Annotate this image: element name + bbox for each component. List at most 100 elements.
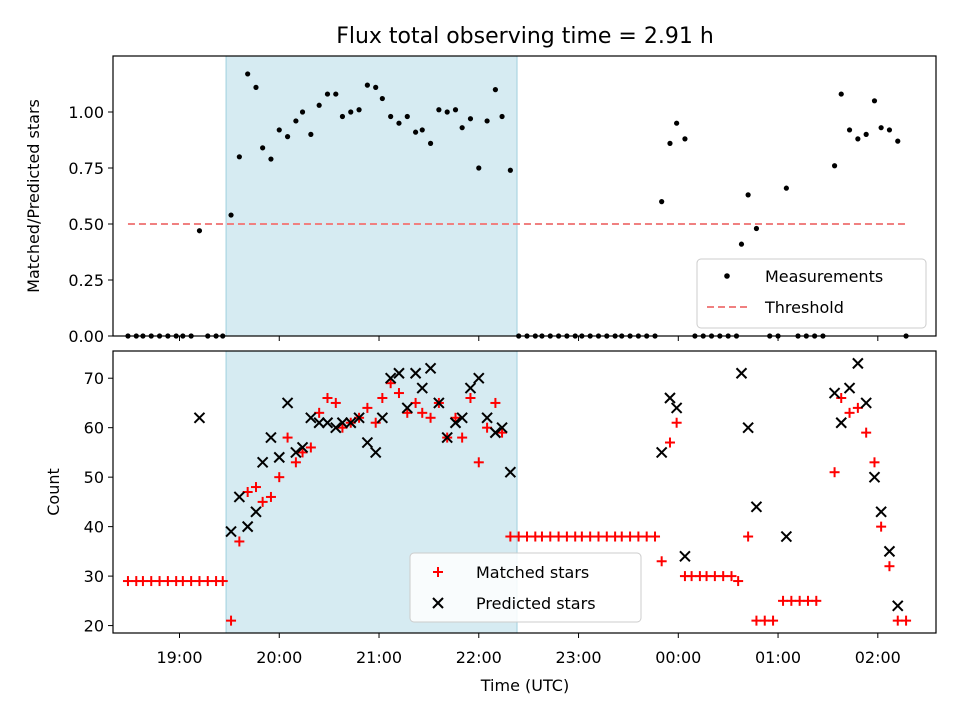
legend-predicted-label: Predicted stars <box>476 594 596 613</box>
x-tick-label: 20:00 <box>256 648 302 667</box>
bottom-y-ticks: 20 30 40 50 60 70 <box>84 369 113 636</box>
y-tick-label: 20 <box>84 617 104 636</box>
predicted-star-point <box>489 426 502 439</box>
measurement-point <box>738 241 745 247</box>
matched-star-point <box>733 576 744 587</box>
matched-star-point <box>457 432 468 443</box>
predicted-star-point <box>433 397 445 409</box>
matched-star-point <box>656 556 667 567</box>
measurement-point <box>838 91 844 97</box>
measurement-point <box>373 84 379 90</box>
measurement-point <box>745 192 751 198</box>
x-axis-label: Time (UTC) <box>480 676 569 695</box>
measurement-point <box>276 127 282 133</box>
measurement-point <box>284 134 291 140</box>
matched-star-point <box>305 442 316 453</box>
measurement-point <box>831 163 838 169</box>
predicted-star-point <box>860 397 872 409</box>
predicted-star-point <box>250 506 262 518</box>
predicted-star-point <box>449 417 462 429</box>
x-tick-label: 23:00 <box>555 648 601 667</box>
legend-threshold-label: Threshold <box>764 298 844 317</box>
measurement-point <box>268 156 274 162</box>
measurement-point <box>895 138 901 144</box>
measurement-point <box>682 136 688 142</box>
predicted-star-point <box>481 412 493 424</box>
measurement-point <box>245 71 251 77</box>
measurement-point <box>871 98 878 104</box>
x-tick-label: 21:00 <box>356 648 402 667</box>
legend-matched-marker <box>433 567 443 577</box>
predicted-star-point <box>424 362 437 375</box>
predicted-star-point <box>742 421 754 434</box>
predicted-star-point <box>290 446 302 459</box>
y-tick-label: 1.00 <box>68 103 104 122</box>
measurement-points-layer <box>125 71 909 339</box>
matched-star-point <box>811 595 822 606</box>
matched-star-point <box>417 407 428 418</box>
measurement-point <box>846 127 853 133</box>
measurement-point <box>674 120 680 126</box>
measurement-point <box>436 107 442 113</box>
predicted-star-point <box>241 520 254 533</box>
measurement-point <box>427 140 434 146</box>
predicted-star-point <box>336 417 349 429</box>
y-tick-label: 30 <box>84 567 104 586</box>
y-tick-label: 0.75 <box>68 159 104 178</box>
legend-predicted-marker <box>432 597 444 609</box>
predicted-star-point <box>473 372 485 384</box>
y-tick-label: 0.00 <box>68 327 104 346</box>
top-shaded-interval <box>225 55 518 337</box>
measurement-point <box>196 228 203 234</box>
matched-star-point <box>844 407 855 418</box>
matched-star-point <box>265 491 276 502</box>
matched-star-point <box>861 427 872 438</box>
bottom-y-axis-label: Count <box>44 468 63 516</box>
matched-star-point <box>282 432 293 443</box>
matched-star-point <box>465 393 476 403</box>
matched-star-point <box>884 561 895 572</box>
predicted-star-point <box>376 412 389 424</box>
predicted-star-point <box>193 412 206 424</box>
predicted-star-point <box>835 417 847 429</box>
measurement-point <box>356 107 362 113</box>
predicted-star-point <box>750 501 763 513</box>
predicted-star-point <box>353 412 365 424</box>
measurement-point <box>507 167 513 173</box>
bottom-legend-box <box>409 552 642 623</box>
predicted-star-point <box>321 417 334 429</box>
matched-star-point <box>876 521 887 532</box>
y-tick-label: 50 <box>84 468 104 487</box>
measurement-point <box>855 136 861 142</box>
predicted-star-point <box>735 367 748 379</box>
predicted-star-point <box>655 446 668 459</box>
matched-star-point <box>473 457 484 468</box>
predicted-star-point <box>361 436 374 449</box>
predicted-stars-layer <box>193 357 904 612</box>
predicted-star-point <box>330 421 342 434</box>
predicted-star-point <box>496 421 508 434</box>
predicted-star-point <box>369 446 382 459</box>
predicted-star-point <box>843 382 856 394</box>
y-tick-label: 60 <box>84 419 104 438</box>
y-tick-label: 40 <box>84 518 104 537</box>
measurement-point <box>412 129 419 135</box>
y-tick-label: 0.25 <box>68 271 104 290</box>
measurement-point <box>863 131 869 137</box>
matched-star-point <box>250 482 261 493</box>
measurement-point <box>348 109 354 115</box>
top-y-axis-label: Matched/Predicted stars <box>24 99 43 293</box>
bottom-legend: Matched stars Predicted stars <box>409 552 642 623</box>
top-y-ticks: 0.00 0.25 0.50 0.75 1.00 <box>68 103 113 346</box>
predicted-star-point <box>828 387 841 399</box>
measurement-point <box>667 140 673 146</box>
measurement-point <box>236 154 242 160</box>
predicted-star-point <box>892 600 904 612</box>
predicted-star-point <box>441 431 453 444</box>
matched-star-point <box>370 417 381 428</box>
measurement-point <box>308 131 314 137</box>
predicted-star-point <box>345 417 357 429</box>
measurement-point <box>388 113 394 120</box>
y-tick-label: 70 <box>84 369 104 388</box>
matched-star-point <box>671 417 682 428</box>
